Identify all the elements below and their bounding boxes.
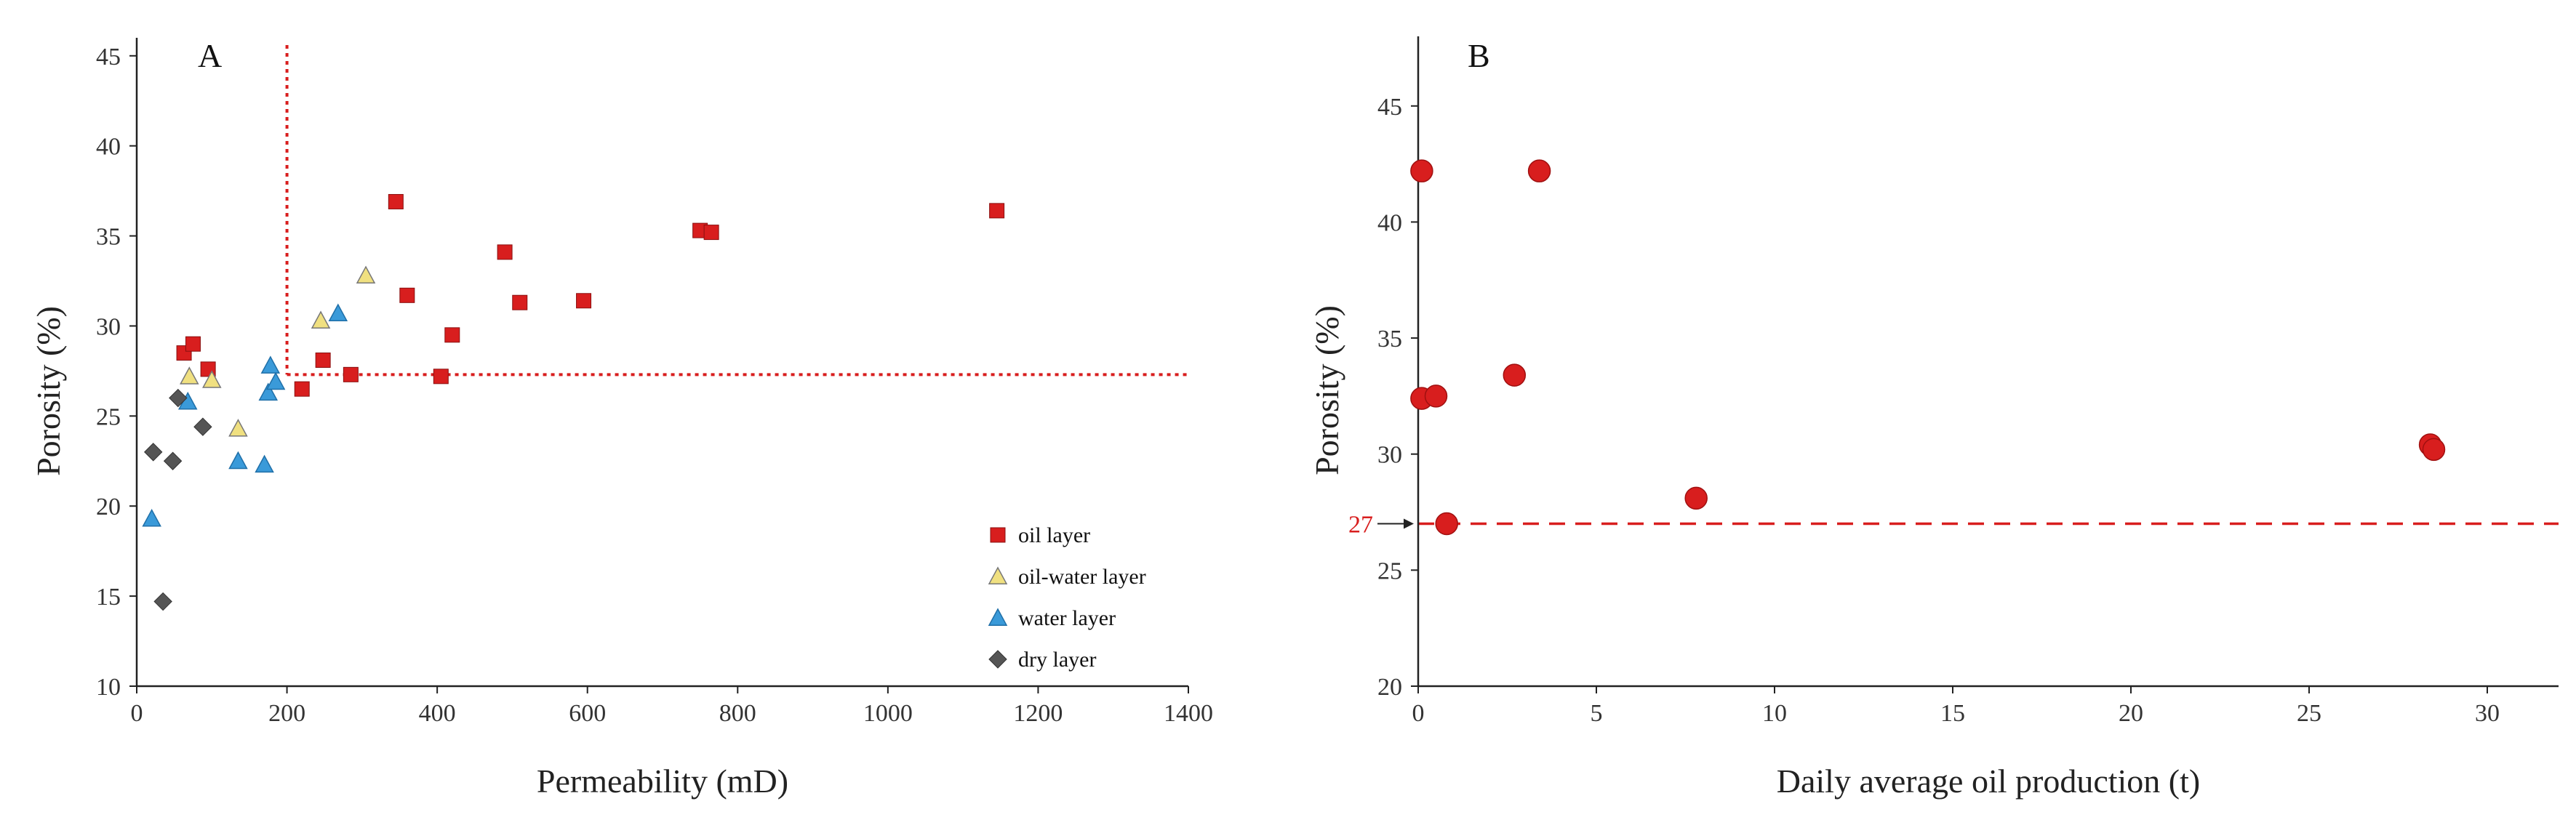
data-point-oil-layer [343, 366, 359, 382]
y-tick-label: 20 [96, 494, 121, 520]
x-tick-label: 0 [1412, 700, 1425, 727]
data-point-dry-layer [169, 388, 188, 408]
data-point-oil-layer [399, 287, 415, 303]
data-point-water-layer [142, 508, 161, 527]
series-water-layer [142, 303, 348, 527]
legend-marker-dry-layer [988, 650, 1007, 669]
panel-a-x-axis-title: Permeability (mD) [537, 762, 788, 800]
panel-b-points [1410, 159, 2446, 536]
y-tick-label: 40 [1377, 209, 1402, 236]
data-point-water-layer [265, 371, 286, 390]
data-point-well [2422, 438, 2446, 462]
x-tick-label: 30 [2475, 700, 2500, 727]
data-point-well [1503, 363, 1527, 387]
data-point-well [1410, 159, 1433, 182]
legend-marker-oil-water-layer [988, 566, 1008, 584]
data-point-well [1435, 512, 1458, 536]
legend-label-dry-layer: dry layer [1018, 648, 1096, 672]
y-tick-label: 30 [96, 313, 121, 340]
x-tick-label: 25 [2297, 700, 2321, 727]
data-point-water-layer [255, 454, 274, 473]
panel-a-axes: 0 200 400 600 800 1000 1200 1400 10 15 20 25 30 35 40 4… [96, 38, 1213, 727]
y-tick-label: 20 [1377, 674, 1402, 701]
legend-label-oil-layer: oil layer [1018, 523, 1090, 547]
data-point-oil-water-layer [311, 310, 331, 329]
data-point-oil-layer [294, 381, 310, 397]
panel-a-y-axis-title: Porosity (%) [30, 306, 67, 476]
data-point-well [1527, 159, 1551, 182]
y-tick-label: 45 [96, 44, 121, 71]
data-point-oil-water-layer [202, 370, 222, 388]
panel-b-chart: B Daily average oil production (t) Poros… [1308, 36, 2559, 800]
series-oil-water-layer [180, 265, 376, 437]
data-point-water-layer [258, 382, 279, 401]
y-tick-label: 25 [1377, 558, 1402, 584]
x-tick-label: 15 [1940, 700, 1965, 727]
data-point-dry-layer [153, 592, 172, 611]
panel-b-x-axis-title: Daily average oil production (t) [1777, 762, 2200, 800]
x-tick-label: 1400 [1164, 700, 1213, 727]
series-oil-layer [176, 193, 1005, 397]
data-point-oil-layer [433, 369, 449, 385]
data-point-dry-layer [193, 417, 212, 436]
panel-b-y-axis-title: Porosity (%) [1308, 305, 1345, 475]
data-point-oil-layer [388, 193, 404, 209]
reference-arrow-head [1404, 518, 1414, 529]
x-tick-label: 20 [2119, 700, 2143, 727]
y-tick-label: 15 [96, 584, 121, 611]
legend-label-water-layer: water layer [1018, 606, 1116, 630]
panel-a-cutoff-lines [285, 45, 1188, 377]
series-dry-layer [144, 388, 212, 611]
data-point-oil-layer [315, 353, 331, 369]
y-tick-label: 10 [96, 674, 121, 701]
x-tick-label: 800 [719, 700, 756, 727]
data-point-oil-water-layer [356, 265, 376, 284]
y-tick-label: 40 [96, 134, 121, 161]
data-point-oil-layer [185, 336, 201, 352]
data-point-water-layer [228, 451, 248, 470]
x-tick-label: 10 [1762, 700, 1787, 727]
data-point-oil-layer [497, 244, 513, 260]
panel-a-label: A [198, 37, 222, 74]
data-point-dry-layer [163, 451, 183, 470]
panel-a-legend: oil layer oil-water layer water layer dry l… [988, 523, 1146, 672]
panel-a-chart: A Permeability (mD) Porosity (%) 0 200 400… [30, 37, 1213, 800]
data-point-dry-layer [144, 443, 163, 462]
panel-b-label: B [1468, 37, 1490, 74]
panel-b-axes: 0 5 10 15 20 25 30 20 25 30 35 40 45 [1377, 36, 2559, 727]
x-tick-label: 1200 [1013, 700, 1063, 727]
legend-marker-water-layer [988, 608, 1008, 626]
data-point-oil-water-layer [180, 366, 199, 385]
data-point-water-layer [328, 303, 348, 322]
y-tick-label: 30 [1377, 442, 1402, 469]
data-point-oil-layer [512, 294, 528, 310]
x-tick-label: 1000 [863, 700, 913, 727]
data-point-oil-layer [989, 203, 1005, 219]
data-point-well [1684, 486, 1708, 510]
data-point-oil-layer [703, 225, 719, 241]
x-tick-label: 0 [131, 700, 143, 727]
x-tick-label: 200 [268, 700, 305, 727]
data-point-water-layer [260, 355, 281, 374]
x-tick-label: 400 [419, 700, 456, 727]
data-point-well [1424, 385, 1448, 408]
y-tick-label: 35 [96, 224, 121, 251]
y-tick-label: 35 [1377, 326, 1402, 353]
panel-a-points [142, 193, 1005, 611]
panel-b-reference-line: 27 [1348, 512, 2559, 539]
reference-line-label: 27 [1348, 512, 1373, 539]
legend-marker-oil-layer [990, 527, 1006, 543]
y-tick-label: 25 [96, 403, 121, 430]
legend-label-oil-water-layer: oil-water layer [1018, 565, 1146, 589]
data-point-oil-water-layer [228, 419, 248, 437]
x-tick-label: 600 [569, 700, 606, 727]
data-point-oil-layer [444, 327, 460, 343]
data-point-oil-layer [576, 293, 592, 309]
y-tick-label: 45 [1377, 94, 1402, 121]
x-tick-label: 5 [1591, 700, 1603, 727]
